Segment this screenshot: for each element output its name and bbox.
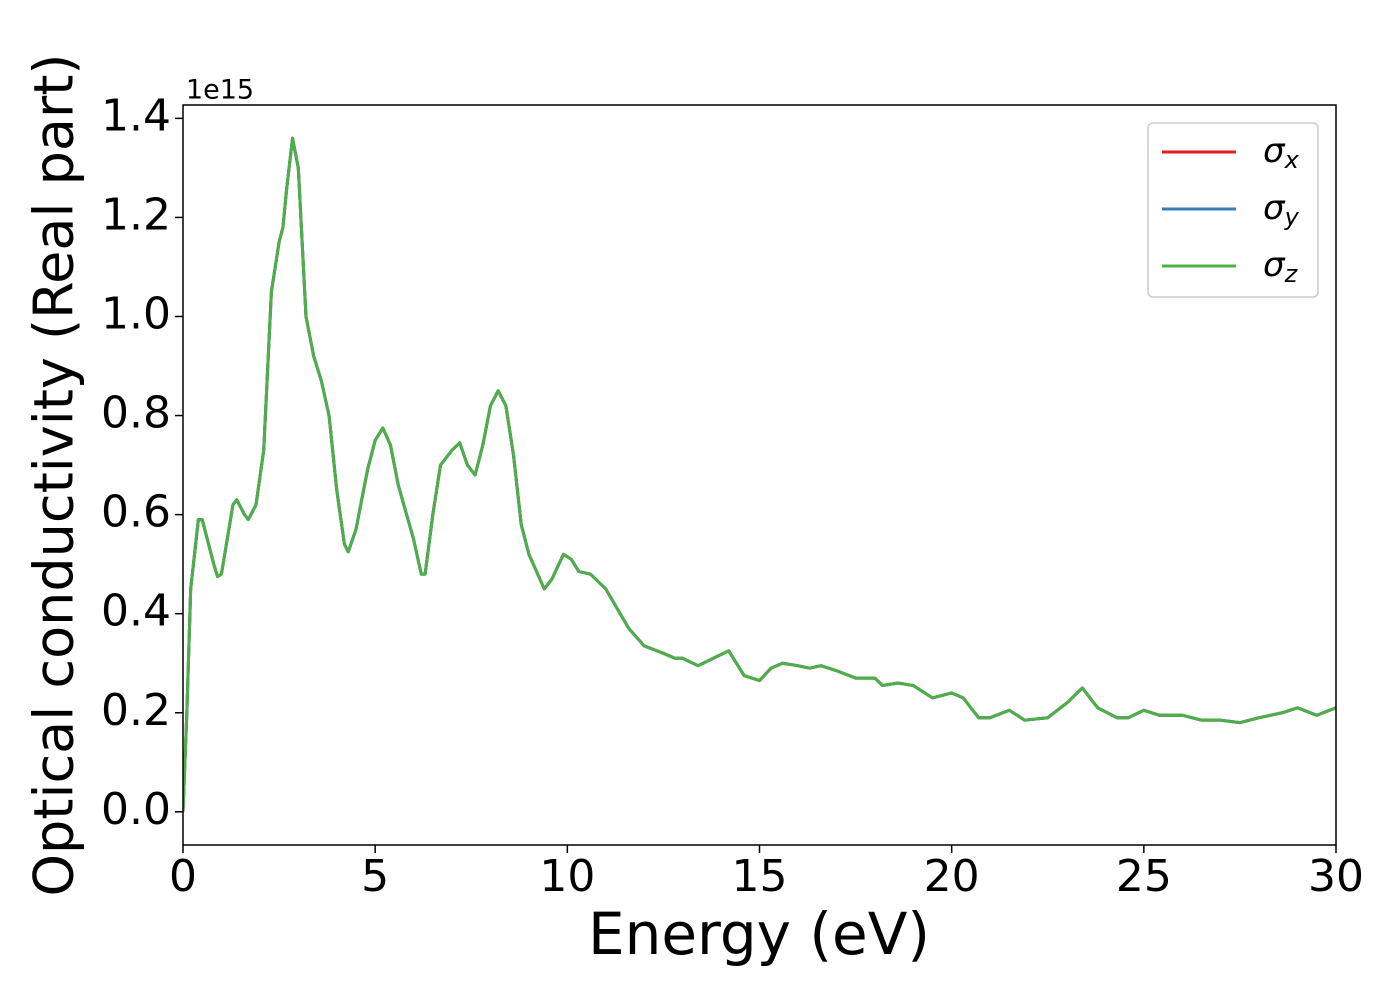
legend-label: σx (1263, 131, 1300, 175)
x-tick-label: 10 (539, 851, 595, 902)
y-tick-label: 0.8 (101, 388, 171, 439)
x-tick-label: 15 (732, 851, 788, 902)
x-tick-label: 25 (1116, 851, 1172, 902)
y-tick-label: 1.0 (101, 288, 171, 339)
y-tick-label: 1.4 (101, 90, 171, 141)
plot-frame (182, 104, 1337, 846)
offset-label: 1e15 (186, 75, 254, 106)
legend-label: σz (1263, 245, 1299, 289)
x-tick-label: 30 (1308, 851, 1364, 902)
y-axis-label: Optical conductivity (Real part) (23, 54, 86, 897)
x-axis-label: Energy (eV) (588, 900, 930, 968)
legend-label: σy (1263, 188, 1300, 232)
x-tick-label: 0 (169, 851, 197, 902)
y-tick-label: 0.0 (101, 784, 171, 835)
y-tick-label: 0.2 (101, 685, 171, 736)
x-tick-label: 5 (361, 851, 389, 902)
y-tick-label: 1.2 (101, 189, 171, 240)
y-tick-label: 0.6 (101, 487, 171, 538)
line-series (183, 136, 1336, 812)
x-tick-label: 20 (924, 851, 980, 902)
y-tick-label: 0.4 (101, 586, 171, 637)
